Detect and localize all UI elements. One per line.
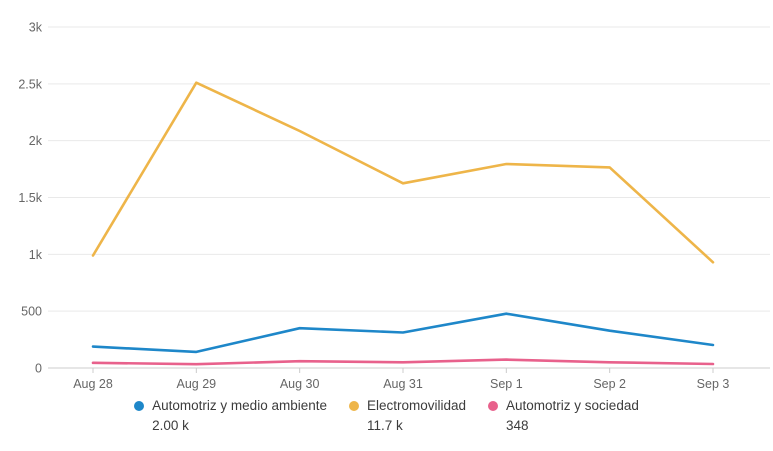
legend-series-total: 11.7 k (366, 418, 403, 433)
y-axis-tick-label: 1.5k (18, 191, 42, 205)
y-axis-tick-label: 0 (35, 362, 42, 376)
series-line-automotriz-y-medio-ambiente[interactable] (91, 312, 715, 354)
legend-text: Automotriz y medio ambiente 2.00 k (152, 396, 327, 436)
legend-marker-icon (134, 401, 145, 411)
y-axis-tick-label: 1k (29, 248, 43, 262)
legend-marker-icon (348, 401, 359, 411)
x-axis-tick-label: Aug 31 (383, 377, 423, 391)
legend-marker-icon (488, 401, 499, 411)
series-line-electromovilidad[interactable] (91, 81, 715, 264)
x-axis-tick-label: Sep 3 (697, 377, 730, 391)
legend-series-label: Automotriz y medio ambiente (152, 398, 327, 413)
legend-series-label: Automotriz y sociedad (506, 398, 639, 413)
series-line-automotriz-y-sociedad[interactable] (91, 358, 715, 366)
legend-item-automotriz-y-medio-ambiente[interactable]: Automotriz y medio ambiente 2.00 k (134, 396, 327, 436)
legend-text: Automotriz y sociedad 348 (506, 396, 639, 436)
legend-text: Electromovilidad 11.7 k (367, 396, 466, 436)
y-axis-tick-label: 500 (21, 305, 42, 319)
x-axis-tick-label: Sep 2 (593, 377, 626, 391)
x-axis-tick-label: Aug 30 (280, 377, 320, 391)
legend-series-total: 2.00 k (152, 418, 189, 433)
plot-area: 0 500 1k 1.5k 2k 2.5k 3k Aug 28 Aug 29 Aug 30 Aug … (18, 21, 770, 391)
y-axis-tick-label: 3k (29, 21, 43, 35)
x-axis-tick-label: Sep 1 (490, 377, 523, 391)
legend-item-automotriz-y-sociedad[interactable]: Automotriz y sociedad 348 (488, 396, 639, 436)
x-axis-tick-label: Aug 29 (177, 377, 217, 391)
y-axis-tick-label: 2k (29, 134, 43, 148)
legend-item-electromovilidad[interactable]: Electromovilidad 11.7 k (348, 396, 466, 436)
legend-series-total: 348 (506, 418, 529, 433)
y-axis-tick-label: 2.5k (18, 77, 42, 91)
legend-series-label: Electromovilidad (366, 398, 467, 413)
chart-legend: Automotriz y medio ambiente 2.00 k Elect… (0, 396, 773, 436)
x-axis-tick-label: Aug 28 (73, 377, 113, 391)
